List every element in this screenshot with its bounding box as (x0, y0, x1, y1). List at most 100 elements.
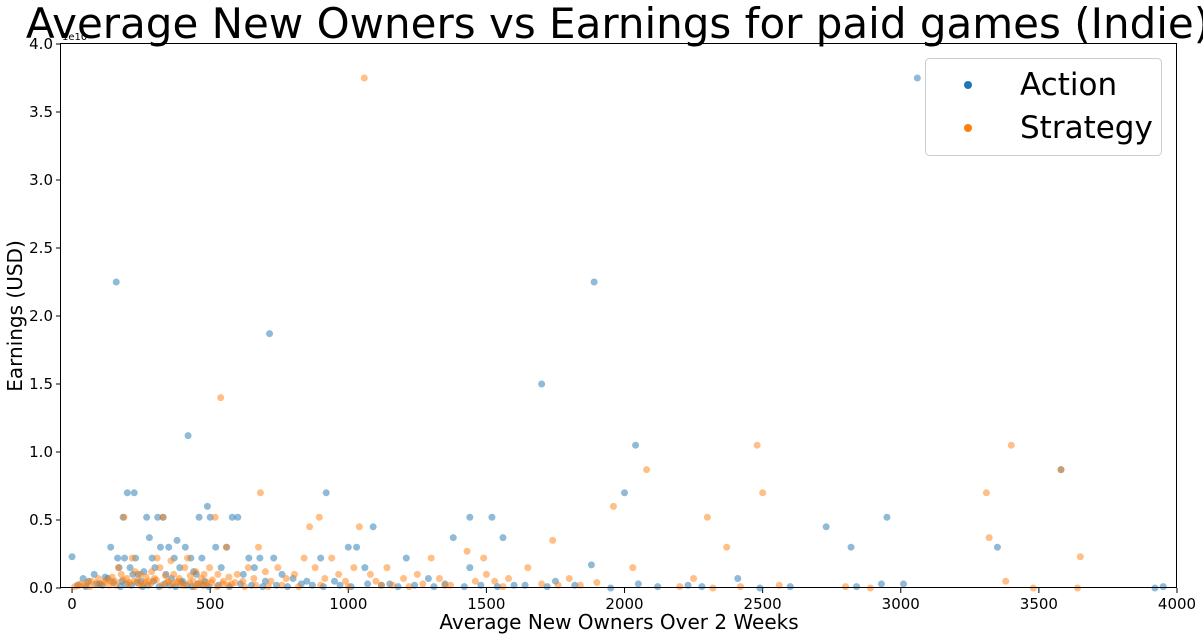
scatter-point-action (590, 278, 598, 286)
scatter-point-action (621, 489, 629, 497)
scatter-point-strategy (222, 543, 230, 551)
scatter-point-action (145, 534, 153, 542)
scatter-point-strategy (267, 577, 275, 585)
scatter-point-strategy (753, 441, 761, 449)
scatter-point-strategy (161, 572, 169, 580)
scatter-point-strategy (463, 547, 471, 555)
scatter-point-strategy (759, 489, 767, 497)
scatter-point-action (112, 278, 120, 286)
scatter-point-action (587, 561, 595, 569)
scatter-point-action (173, 536, 181, 544)
scatter-point-strategy (355, 523, 363, 531)
scatter-point-action (261, 577, 269, 585)
scatter-point-strategy (342, 577, 350, 585)
scatter-point-strategy (97, 580, 105, 588)
y-tick-label: 0.0 (29, 579, 53, 597)
y-tick-label: 2.0 (29, 307, 53, 325)
scatter-point-action (165, 543, 173, 551)
scatter-point-action (913, 74, 921, 82)
scatter-point-strategy (524, 564, 532, 572)
scatter-point-strategy (169, 580, 177, 588)
scatter-point-strategy (120, 513, 128, 521)
scatter-point-action (499, 534, 507, 542)
scatter-point-strategy (435, 574, 443, 582)
y-tick-label: 1.5 (29, 375, 53, 393)
scatter-point-strategy (233, 570, 241, 578)
scatter-point-strategy (565, 574, 573, 582)
scatter-point-strategy (491, 577, 499, 585)
scatter-point-strategy (413, 570, 421, 578)
scatter-point-strategy (148, 568, 156, 576)
scatter-point-strategy (170, 570, 178, 578)
scatter-point-strategy (191, 583, 199, 591)
scatter-point-action (217, 564, 225, 572)
scatter-point-action (121, 554, 129, 562)
scatter-point-action (822, 523, 830, 531)
scatter-point-action (156, 543, 164, 551)
scatter-point-action (786, 583, 794, 591)
y-tick-label: 3.5 (29, 103, 53, 121)
scatter-point-strategy (241, 583, 249, 591)
legend: Action Strategy (925, 58, 1162, 156)
scatter-point-strategy (1007, 441, 1015, 449)
scatter-point-strategy (214, 570, 222, 578)
y-tick-label: 4.0 (29, 35, 53, 53)
x-tick-label: 500 (196, 595, 225, 613)
scatter-point-action (853, 583, 861, 591)
scatter-point-action (284, 583, 292, 591)
scatter-point-strategy (306, 523, 314, 531)
scatter-point-strategy (114, 564, 122, 572)
scatter-point-action (266, 330, 274, 338)
x-tick-label: 3000 (882, 595, 920, 613)
scatter-point-strategy (186, 572, 194, 580)
scatter-point-action (900, 580, 908, 588)
scatter-point-strategy (499, 583, 507, 591)
legend-label-strategy: Strategy (1020, 110, 1153, 146)
scatter-point-action (364, 580, 372, 588)
scatter-point-action (369, 523, 377, 531)
scatter-point-action (394, 583, 402, 591)
scatter-point-action (195, 513, 203, 521)
scatter-point-action (449, 534, 457, 542)
scatter-point-strategy (400, 574, 408, 582)
scatter-point-strategy (360, 74, 368, 82)
scatter-point-strategy (676, 583, 684, 591)
scatter-point-action (1159, 583, 1167, 591)
scatter-point-strategy (213, 583, 221, 591)
scatter-point-strategy (282, 574, 290, 582)
scatter-point-action (234, 513, 242, 521)
x-tick-label: 1500 (467, 595, 505, 613)
scatter-point-strategy (427, 554, 435, 562)
scatter-point-strategy (261, 568, 269, 576)
scatter-point-action (317, 554, 325, 562)
x-tick-label: 3500 (1020, 595, 1058, 613)
scatter-point-action (181, 543, 189, 551)
scatter-point-strategy (159, 513, 167, 521)
scatter-point-strategy (383, 564, 391, 572)
scatter-point-action (847, 543, 855, 551)
scatter-point-action (176, 564, 184, 572)
scatter-point-strategy (321, 574, 329, 582)
scatter-point-strategy (315, 513, 323, 521)
scatter-point-strategy (92, 580, 100, 588)
scatter-point-action (203, 502, 211, 510)
scatter-point-strategy (94, 574, 102, 582)
scatter-point-action (632, 441, 640, 449)
scatter-point-strategy (137, 570, 145, 578)
x-tick-label: 2500 (744, 595, 782, 613)
scatter-point-strategy (167, 557, 175, 565)
scatter-point-action (634, 580, 642, 588)
legend-box (925, 58, 1162, 156)
scatter-point-action (466, 513, 474, 521)
scatter-point-strategy (156, 564, 164, 572)
scatter-point-action (543, 583, 551, 591)
scatter-point-action (493, 583, 501, 591)
y-tick-label: 2.5 (29, 239, 53, 257)
scatter-point-action (402, 554, 410, 562)
scatter-point-strategy (131, 568, 139, 576)
scatter-point-strategy (842, 583, 850, 591)
chart-title: Average New Owners vs Earnings for paid … (26, 0, 1203, 48)
scatter-point-strategy (723, 543, 731, 551)
scatter-point-strategy (328, 554, 336, 562)
